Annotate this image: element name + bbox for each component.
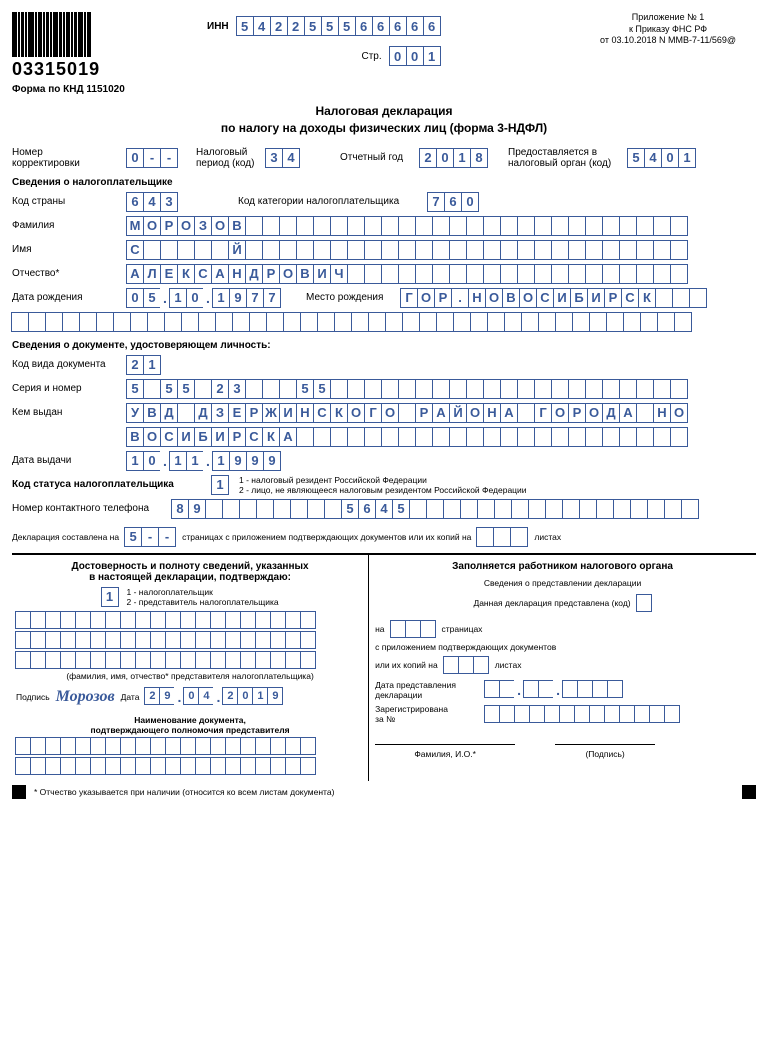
doc-date-row: Дата выдачи 10.11.1999: [12, 451, 756, 471]
doc-date-cells[interactable]: 10.11.1999: [127, 451, 281, 471]
fio-hint: (фамилия, имя, отчество* представителя н…: [16, 671, 364, 681]
period-cells[interactable]: 34: [266, 148, 300, 168]
year-label: Отчетный год: [340, 152, 420, 163]
page-cells: 001: [390, 46, 441, 66]
signature[interactable]: Морозов: [56, 688, 115, 706]
country-row: Код страны 643 Код категории налогоплате…: [12, 192, 756, 212]
rep-name-1[interactable]: [16, 611, 364, 629]
off-copies[interactable]: [444, 656, 489, 674]
organ-label: Предоставляется в налоговый орган (код): [508, 147, 628, 169]
pages-cells[interactable]: 5--: [125, 527, 176, 547]
corr-cells[interactable]: 0--: [127, 148, 178, 168]
sign-date-cells[interactable]: 29.04.2019: [145, 687, 283, 707]
phone-row: Номер контактного телефона 89 5645: [12, 499, 756, 519]
pob-cells[interactable]: ГОР.НОВОСИБИРСК: [401, 288, 707, 308]
patronymic-cells[interactable]: АЛЕКСАНДРОВИЧ: [127, 264, 688, 284]
docname-title: Наименование документа, подтверждающего …: [16, 715, 364, 735]
pob-cont-cells[interactable]: [12, 312, 692, 332]
doc-issuer-row2: ВОСИБИРСКА: [12, 427, 756, 447]
marker-icon: [12, 785, 26, 799]
reg-no[interactable]: [485, 705, 680, 723]
confirm-block: Достоверность и полноту сведений, указан…: [12, 555, 369, 781]
appendix-text: Приложение № 1 к Приказу ФНС РФ от 03.10…: [600, 12, 756, 47]
country-cells[interactable]: 643: [127, 192, 178, 212]
period-label: Налоговый период (код): [196, 147, 266, 169]
organ-cells[interactable]: 5401: [628, 148, 696, 168]
phone-cells[interactable]: 89 5645: [172, 499, 699, 519]
confirm-title: Достоверность и полноту сведений, указан…: [16, 561, 364, 583]
doc-type-row: Код вида документа 21: [12, 355, 756, 375]
correction-row: Номер корректировки 0-- Налоговый период…: [12, 147, 756, 169]
name-cells[interactable]: С Й: [127, 240, 688, 260]
marker-icon: [742, 785, 756, 799]
barcode-icon: [12, 12, 137, 57]
inn-label: ИНН: [207, 21, 229, 32]
barcode-block: 03315019: [12, 12, 137, 80]
inn-cells[interactable]: 542255566666: [237, 16, 441, 36]
surname-row: Фамилия МОРОЗОВ: [12, 216, 756, 236]
dob-row: Дата рождения 05.10.1977 Место рождения …: [12, 288, 756, 308]
pob-continuation: [12, 312, 756, 332]
name-row: Имя С Й: [12, 240, 756, 260]
off-pages[interactable]: [391, 620, 436, 638]
dob-cells[interactable]: 05.10.1977: [127, 288, 281, 308]
doc-type-cells[interactable]: 21: [127, 355, 161, 375]
official-title: Заполняется работником налогового органа: [375, 561, 750, 572]
header: 03315019 ИНН 542255566666 Стр. 001 Прило…: [12, 12, 756, 80]
who-cells[interactable]: 1: [102, 587, 119, 607]
pages-row: Декларация составлена на 5-- страницах с…: [12, 527, 756, 547]
document-title: Налоговая декларация по налогу на доходы…: [12, 103, 756, 137]
doc-title: Сведения о документе, удостоверяющем лич…: [12, 340, 756, 351]
doc-issuer2-cells[interactable]: ВОСИБИРСКА: [127, 427, 688, 447]
taxpayer-title: Сведения о налогоплательщике: [12, 177, 756, 188]
pres-code[interactable]: [637, 594, 652, 612]
footer: * Отчество указывается при наличии (отно…: [12, 785, 756, 799]
status-cells[interactable]: 1: [212, 475, 229, 495]
inn-area: ИНН 542255566666 Стр. 001: [207, 12, 441, 70]
page-label: Стр.: [361, 51, 381, 62]
docname-2[interactable]: [16, 757, 364, 775]
att-pages-cells[interactable]: [477, 527, 528, 547]
pres-date[interactable]: ..: [485, 680, 623, 700]
doc-issuer-row: Кем выдан УВД ДЗЕРЖИНСКОГО РАЙОНА ГОРОДА…: [12, 403, 756, 423]
doc-issuer1-cells[interactable]: УВД ДЗЕРЖИНСКОГО РАЙОНА ГОРОДА НО: [127, 403, 688, 423]
doc-serial-cells[interactable]: 5 55 23 55: [127, 379, 688, 399]
rep-name-2[interactable]: [16, 631, 364, 649]
docname-1[interactable]: [16, 737, 364, 755]
surname-cells[interactable]: МОРОЗОВ: [127, 216, 688, 236]
official-block: Заполняется работником налогового органа…: [369, 555, 756, 781]
status-row: Код статуса налогоплательщика 1 1 - нало…: [12, 475, 756, 495]
patronymic-row: Отчество* АЛЕКСАНДРОВИЧ: [12, 264, 756, 284]
rep-name-3[interactable]: [16, 651, 364, 669]
doc-serial-row: Серия и номер 5 55 23 55: [12, 379, 756, 399]
form-code: Форма по КНД 1151020: [12, 84, 756, 95]
barcode-number: 03315019: [12, 59, 137, 80]
category-cells[interactable]: 760: [428, 192, 479, 212]
year-cells[interactable]: 2018: [420, 148, 488, 168]
status-hint: 1 - налоговый резидент Российской Федера…: [239, 475, 527, 495]
bottom-section: Достоверность и полноту сведений, указан…: [12, 553, 756, 781]
corr-label: Номер корректировки: [12, 147, 127, 169]
